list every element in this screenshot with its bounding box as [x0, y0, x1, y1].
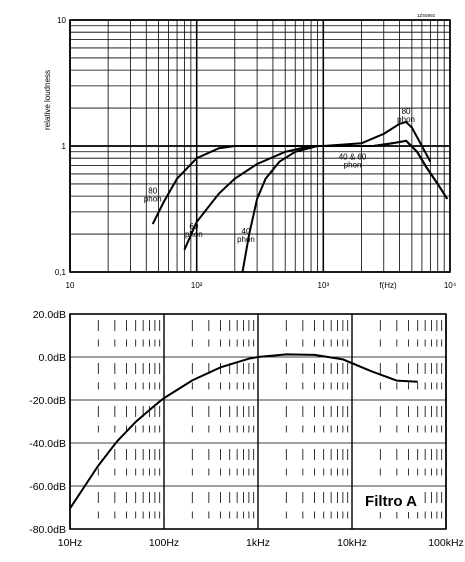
a-weighting-x-tick-label: 10kHz: [337, 537, 367, 549]
loudness-x-axis-label: f(Hz): [379, 281, 397, 290]
a-weighting-y-tick-label: -80.0dB: [29, 524, 66, 536]
loudness-x-tick-label: 10³: [318, 281, 330, 290]
a-weighting-y-tick-label: -60.0dB: [29, 481, 66, 493]
a-weighting-y-tick-label: 0.0dB: [39, 352, 66, 364]
loudness-series-label-40-phon: 40 phon: [237, 227, 255, 244]
a-weighting-grid: [69, 313, 447, 530]
loudness-y-tick-label: 0,1: [55, 268, 67, 277]
loudness-x-tick-label: 10: [66, 281, 75, 290]
loudness-x-tick-label: 10⁴: [444, 281, 457, 290]
loudness-series-label-80-phon: 80 phon: [144, 186, 162, 203]
loudness-y-tick-label: 1: [62, 142, 67, 151]
a-weighting-y-tick-label: -40.0dB: [29, 438, 66, 450]
loudness-series-label-60-phon: 60 phon: [185, 222, 203, 239]
a-weighting-x-tick-label: 100Hz: [149, 537, 179, 549]
a-weighting-y-tick-label: -20.0dB: [29, 395, 66, 407]
loudness-y-tick-label: 10: [57, 16, 66, 25]
loudness-y-axis-label: relative loudness: [43, 70, 52, 130]
a-weighting-labels: 10Hz 100Hz 1kHz 10kHz 100kHz 20.0dB 0.0dB -20.0…: [29, 309, 464, 549]
loudness-curve-40-phon: [241, 139, 449, 273]
loudness-annotation-label-4060: 40 & 60 phon: [339, 153, 367, 170]
a-weighting-curve: [70, 353, 418, 509]
a-weighting-y-tick-label: 20.0dB: [33, 309, 66, 321]
a-weighting-x-tick-label: 1kHz: [246, 537, 270, 549]
a-weighting-x-tick-label: 10Hz: [58, 537, 83, 549]
loudness-chart: 80 phon 60 phon 40 phon 40 & 60 phon 80 phon 10 10²…: [43, 13, 457, 290]
a-weighting-curve-group: [70, 353, 418, 509]
loudness-curves: [151, 120, 449, 273]
loudness-x-tick-label: 10²: [191, 281, 203, 290]
filter-label-backdrop: [360, 488, 422, 512]
loudness-curve-60-phon: [183, 139, 449, 251]
loudness-annotation-label-80r: 80 phon: [397, 107, 415, 124]
a-weighting-chart: 10Hz 100Hz 1kHz 10kHz 100kHz 20.0dB 0.0dB -20.0…: [29, 309, 464, 549]
loudness-figure-id: 1ZS5992: [417, 13, 436, 18]
a-weighting-x-tick-label: 100kHz: [428, 537, 464, 549]
loudness-curve-80-phon: [151, 120, 432, 225]
loudness-labels: 80 phon 60 phon 40 phon 40 & 60 phon 80 phon 10 10²…: [55, 16, 457, 290]
filter-name-label: Filtro A: [365, 493, 417, 510]
